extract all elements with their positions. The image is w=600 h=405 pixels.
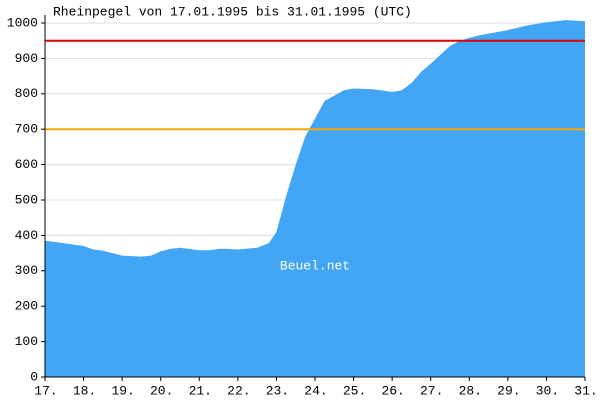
x-tick-label: 20.	[150, 383, 173, 398]
x-tick-label: 28.	[459, 383, 482, 398]
y-tick-label: 500	[15, 192, 38, 207]
y-tick-label: 700	[15, 122, 38, 137]
y-tick-label: 0	[30, 369, 38, 384]
chart-title: Rheinpegel von 17.01.1995 bis 31.01.1995…	[53, 4, 412, 19]
x-tick-label: 19.	[111, 383, 134, 398]
x-tick-label: 17.	[34, 383, 57, 398]
y-tick-label: 600	[15, 157, 38, 172]
y-tick-label: 900	[15, 51, 38, 66]
x-tick-label: 22.	[227, 383, 250, 398]
y-tick-label: 400	[15, 228, 38, 243]
x-tick-label: 25.	[343, 383, 366, 398]
area	[45, 20, 585, 377]
x-tick-label: 18.	[73, 383, 96, 398]
x-tick-label: 21.	[189, 383, 212, 398]
x-tick-label: 27.	[420, 383, 443, 398]
y-tick-label: 1000	[7, 15, 38, 30]
x-tick-label: 29.	[497, 383, 520, 398]
y-tick-label: 200	[15, 299, 38, 314]
watermark: Beuel.net	[280, 258, 350, 273]
x-tick-label: 30.	[536, 383, 559, 398]
x-tick-label: 24.	[304, 383, 327, 398]
y-tick-label: 800	[15, 86, 38, 101]
x-tick-label: 26.	[381, 383, 404, 398]
y-tick-label: 100	[15, 334, 38, 349]
x-tick-label: 31.	[574, 383, 597, 398]
x-tick-label: 23.	[266, 383, 289, 398]
y-tick-label: 300	[15, 263, 38, 278]
